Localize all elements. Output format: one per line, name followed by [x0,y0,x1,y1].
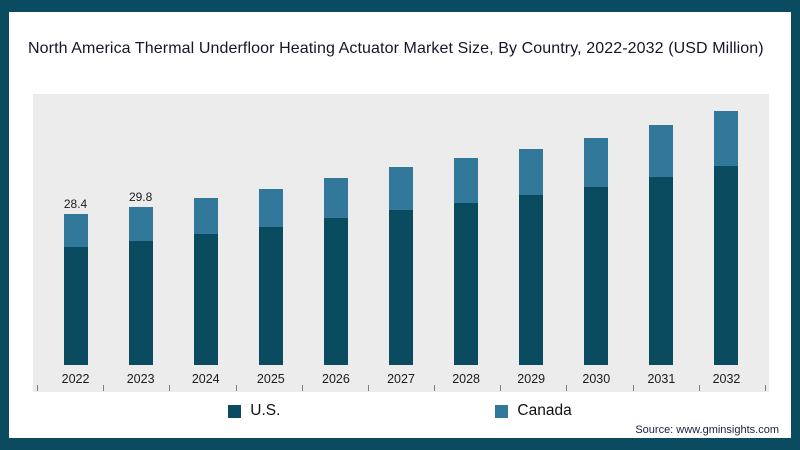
bar-stack [519,148,544,365]
x-axis-label: 2030 [582,371,611,386]
bar-segment-us [714,165,739,365]
bar-stack [584,138,609,365]
x-axis-label: 2031 [647,371,676,386]
bar-segment-canada [714,110,739,166]
bar-segment-us [323,218,348,365]
legend-label-canada: Canada [517,402,572,419]
axis-tick [698,385,700,391]
bar-segment-canada [193,198,218,234]
bar-cell [238,100,303,365]
bar-segment-us [128,240,153,365]
bar-stack [128,207,153,365]
plot-area: 28.4 29.8 2022 2023 2024 2025 2026 2027 2028 202… [33,94,769,392]
bar-stack [389,167,414,365]
axis-tick [434,385,436,391]
bar-segment-us [454,202,479,365]
legend-item-us: U.S. [228,402,280,420]
chart-title: North America Thermal Underfloor Heating… [28,40,764,57]
x-axis-label: 2024 [191,371,220,386]
axis-tick [765,385,766,391]
bar-cell: 29.8 [108,100,173,365]
bar-stack [323,178,348,365]
x-axis-label: 2025 [256,371,285,386]
bars-row: 28.4 29.8 [37,100,765,365]
bar-segment-canada [519,148,544,196]
bar-cell [629,100,694,365]
bar-segment-canada [649,124,674,177]
axis-tick [103,385,105,391]
legend: U.S. Canada [9,402,791,420]
axis-tick [367,385,369,391]
bar-cell [564,100,629,365]
bar-segment-us [649,176,674,365]
bar-segment-canada [128,207,153,241]
bar-segment-canada [389,167,414,210]
bar-stack [649,124,674,365]
x-axis-label: 2026 [322,371,350,386]
bar-segment-us [584,186,609,365]
x-axis-label: 2032 [712,371,741,386]
axis-tick [500,385,502,391]
axis-tick [235,385,237,391]
bar-segment-canada [454,158,479,203]
bar-value-label: 28.4 [63,197,88,212]
bar-cell: 28.4 [43,100,108,365]
bar-value-label: 29.8 [128,190,153,205]
bar-segment-us [389,209,414,365]
bar-segment-canada [258,189,283,227]
bar-segment-canada [584,138,609,187]
bar-stack [63,214,88,365]
bar-segment-canada [323,178,348,219]
bar-segment-us [193,233,218,365]
x-axis-label: 2023 [126,371,155,386]
x-axis-label: 2022 [61,371,90,386]
bar-segment-canada [63,214,88,247]
axis-row: 2022 2023 2024 2025 2026 2027 2028 2029 2030 2031… [37,365,766,392]
legend-label-us: U.S. [250,402,281,419]
bar-cell [173,100,238,365]
bar-cell [368,100,433,365]
axis-tick [169,385,171,391]
bar-stack [714,110,739,365]
bar-segment-us [258,226,283,365]
axis-tick [37,385,38,391]
bar-cell [434,100,499,365]
bar-stack [258,189,283,365]
x-axis-label: 2027 [387,371,415,386]
bar-stack [454,158,479,365]
legend-item-canada: Canada [495,402,572,420]
x-axis-label: 2028 [452,371,481,386]
canada-legend-swatch [495,404,509,418]
axis-tick [566,385,568,391]
bar-cell [499,100,564,365]
us-legend-swatch [228,404,242,418]
bar-segment-us [63,246,88,365]
x-axis-label: 2029 [517,371,546,386]
source-note: Source: www.gminsights.com [635,424,779,436]
axis-tick [301,385,303,391]
axis-tick [632,385,634,391]
bar-stack [193,198,218,365]
bar-cell [694,100,759,365]
bar-segment-us [519,195,544,365]
bar-cell [303,100,368,365]
